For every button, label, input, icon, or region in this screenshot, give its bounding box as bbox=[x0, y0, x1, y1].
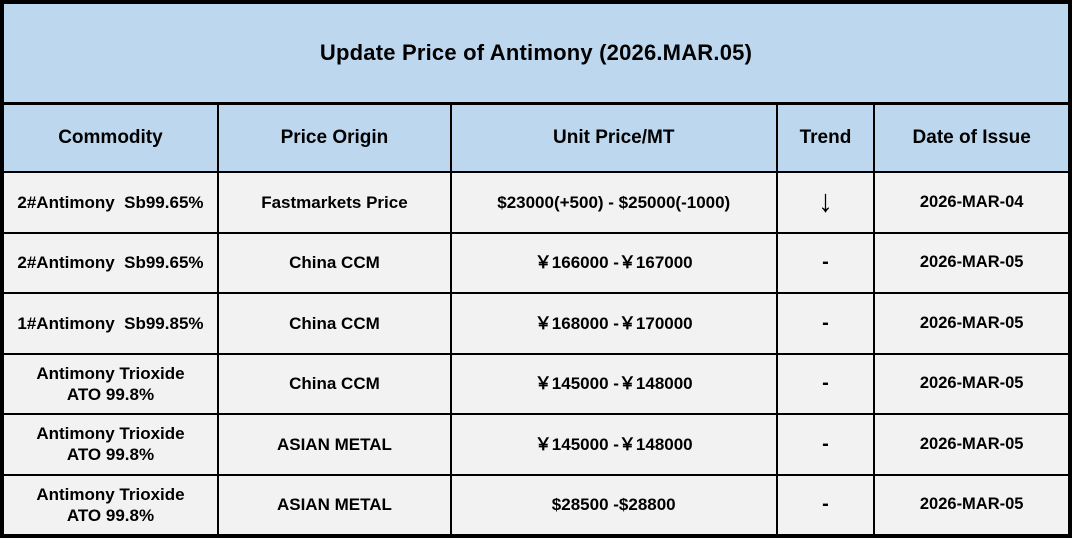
trend-cell: - bbox=[778, 354, 876, 413]
unit-price-cell: ￥168000 -￥170000 bbox=[452, 294, 778, 353]
trend-cell: ↓ bbox=[778, 173, 876, 232]
trend-cell: - bbox=[778, 475, 876, 534]
trend-cell: - bbox=[778, 294, 876, 353]
unit-price-cell: ￥145000 -￥148000 bbox=[452, 354, 778, 413]
table-row: Antimony Trioxide ATO 99.8% ASIAN METAL … bbox=[4, 415, 1068, 476]
column-header-trend: Trend bbox=[778, 105, 876, 171]
column-header-date-of-issue: Date of Issue bbox=[912, 127, 1031, 149]
price-origin-cell: ASIAN METAL bbox=[219, 475, 452, 534]
table-row: 2#Antimony Sb99.65% China CCM ￥166000 -￥… bbox=[4, 233, 1068, 294]
header-row: Commodity Price Origin Unit Price/MT Tre… bbox=[4, 105, 1068, 173]
table-row: 1#Antimony Sb99.85% China CCM ￥168000 -￥… bbox=[4, 294, 1068, 355]
column-header-commodity: Commodity bbox=[4, 105, 219, 171]
unit-price-cell: $28500 -$28800 bbox=[452, 475, 778, 534]
date-of-issue-cell: 2026-MAR-05 bbox=[919, 434, 1024, 453]
trend-cell: - bbox=[778, 415, 876, 474]
price-origin-cell: China CCM bbox=[219, 294, 452, 353]
table-row: Antimony Trioxide ATO 99.8% China CCM ￥1… bbox=[4, 354, 1068, 415]
column-header-price-origin: Price Origin bbox=[219, 105, 452, 171]
date-of-issue-cell: 2026-MAR-05 bbox=[919, 374, 1024, 393]
commodity-cell: 2#Antimony Sb99.65% bbox=[4, 173, 219, 232]
table-row: Antimony Trioxide ATO 99.8% ASIAN METAL … bbox=[4, 475, 1068, 534]
commodity-cell: 2#Antimony Sb99.65% bbox=[4, 233, 219, 292]
date-of-issue-cell: 2026-MAR-05 bbox=[919, 495, 1024, 514]
date-of-issue-cell: 2026-MAR-05 bbox=[919, 253, 1024, 272]
unit-price-cell: ￥166000 -￥167000 bbox=[452, 233, 778, 292]
table-row: 2#Antimony Sb99.65% Fastmarkets Price $2… bbox=[4, 173, 1068, 234]
page-title: Update Price of Antimony (2026.MAR.05) bbox=[4, 4, 1068, 105]
price-origin-cell: ASIAN METAL bbox=[219, 415, 452, 474]
price-origin-cell: China CCM bbox=[219, 233, 452, 292]
commodity-cell: Antimony Trioxide ATO 99.8% bbox=[4, 475, 219, 534]
commodity-cell: Antimony Trioxide ATO 99.8% bbox=[4, 354, 219, 413]
column-header-unit-price: Unit Price/MT bbox=[452, 105, 778, 171]
date-of-issue-cell: 2026-MAR-05 bbox=[919, 313, 1024, 332]
commodity-cell: 1#Antimony Sb99.85% bbox=[4, 294, 219, 353]
price-origin-cell: China CCM bbox=[219, 354, 452, 413]
trend-cell: - bbox=[778, 233, 876, 292]
unit-price-cell: $23000(+500) - $25000(-1000) bbox=[452, 173, 778, 232]
commodity-cell: Antimony Trioxide ATO 99.8% bbox=[4, 415, 219, 474]
date-of-issue-cell: 2026-MAR-04 bbox=[919, 192, 1024, 211]
price-origin-cell: Fastmarkets Price bbox=[219, 173, 452, 232]
unit-price-cell: ￥145000 -￥148000 bbox=[452, 415, 778, 474]
arrow-down-icon: ↓ bbox=[817, 184, 833, 220]
